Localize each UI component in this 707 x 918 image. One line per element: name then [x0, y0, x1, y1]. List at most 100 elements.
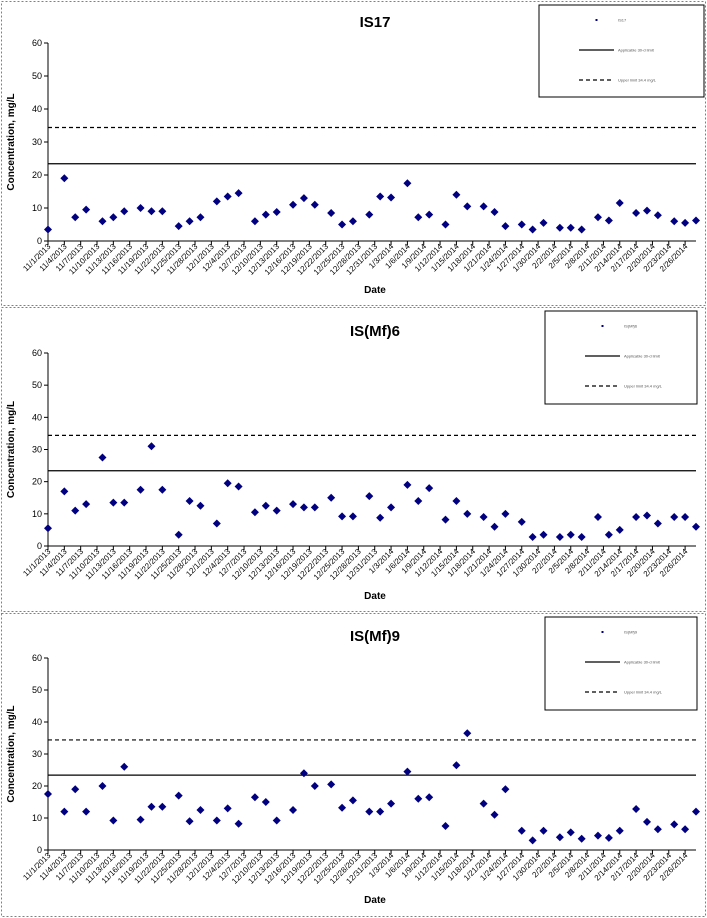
data-point — [387, 503, 396, 512]
data-point — [196, 806, 205, 814]
data-point — [365, 492, 374, 501]
data-point — [490, 810, 499, 819]
x-axis-label: Date — [364, 895, 386, 906]
data-point — [441, 822, 450, 830]
legend-label: Applicable 30-d limit — [624, 354, 661, 359]
chart-title: IS(Mf)6 — [350, 323, 400, 340]
data-point — [670, 217, 679, 226]
data-point — [136, 485, 145, 494]
data-point — [158, 207, 167, 216]
y-tick-label: 30 — [32, 445, 42, 455]
data-point — [234, 482, 243, 491]
data-point — [196, 213, 205, 222]
data-point — [441, 515, 450, 524]
data-point — [98, 782, 107, 790]
data-point — [299, 769, 308, 778]
data-point — [289, 200, 298, 209]
data-point — [376, 192, 385, 201]
data-point — [539, 218, 548, 227]
data-point — [261, 210, 270, 219]
data-point — [642, 511, 651, 520]
data-point — [250, 217, 259, 226]
data-point — [555, 532, 564, 541]
data-point — [60, 807, 69, 816]
data-point — [212, 816, 221, 825]
data-point — [82, 807, 91, 816]
y-tick-label: 0 — [37, 845, 42, 855]
data-point — [593, 513, 602, 522]
data-point — [490, 207, 499, 216]
data-point — [147, 207, 156, 216]
data-point — [234, 819, 243, 828]
data-point — [653, 519, 662, 528]
panel-border — [1, 307, 706, 612]
x-axis-label: Date — [364, 591, 386, 602]
data-point — [403, 179, 412, 188]
data-point — [289, 806, 298, 814]
data-point — [272, 207, 281, 216]
data-point — [670, 820, 679, 829]
data-point — [212, 519, 221, 528]
data-point — [234, 189, 243, 198]
legend: IS(Mf)9 Applicable 30-d limit Upper limit … — [544, 616, 698, 711]
data-point — [670, 513, 679, 522]
chart-title: IS(Mf)9 — [350, 628, 400, 645]
data-point — [604, 216, 613, 225]
y-axis-label: Concentration, mg/L — [6, 705, 17, 802]
data-point — [250, 793, 259, 802]
legend-label: Upper limit 34.4 mg/L — [624, 384, 663, 389]
data-point — [185, 217, 194, 226]
data-point — [44, 790, 52, 798]
data-point — [212, 197, 221, 206]
data-point — [82, 205, 91, 214]
data-point — [414, 496, 423, 505]
data-point — [528, 225, 537, 234]
data-point — [692, 807, 700, 816]
x-axis-label: Date — [364, 285, 386, 296]
data-point — [642, 206, 651, 215]
y-tick-label: 40 — [32, 412, 42, 422]
data-point — [441, 220, 450, 229]
data-point — [289, 500, 298, 509]
y-tick-label: 60 — [32, 38, 42, 48]
data-point — [71, 506, 80, 515]
data-point — [632, 805, 641, 814]
data-point — [463, 729, 472, 738]
data-point — [250, 508, 259, 517]
y-tick-label: 30 — [32, 749, 42, 759]
data-point — [223, 804, 232, 813]
legend-label: Upper limit 34.4 mg/L — [618, 78, 657, 83]
y-axis-label: Concentration, mg/L — [6, 93, 17, 190]
data-point — [365, 210, 374, 219]
data-point — [479, 513, 488, 522]
data-point — [174, 530, 183, 539]
data-point — [299, 503, 308, 512]
data-point — [299, 194, 308, 203]
y-tick-label: 20 — [32, 477, 42, 487]
data-point — [403, 480, 412, 489]
y-tick-label: 20 — [32, 781, 42, 791]
legend: IS17 Applicable 30-d limit Upper limit 34.… — [538, 4, 705, 98]
data-point — [555, 223, 564, 232]
data-point — [692, 216, 700, 225]
data-point — [555, 833, 564, 842]
y-tick-label: 20 — [32, 170, 42, 180]
data-point — [44, 524, 52, 533]
data-point — [196, 501, 205, 510]
data-point — [120, 498, 129, 507]
data-point — [566, 223, 575, 232]
data-point — [348, 796, 357, 805]
data-point — [566, 828, 575, 837]
data-point — [147, 802, 156, 811]
legend-label: Upper limit 34.4 mg/L — [624, 690, 663, 695]
legend-label: IS17 — [618, 18, 627, 23]
data-point — [501, 509, 510, 518]
y-tick-label: 10 — [32, 509, 42, 519]
data-point — [185, 817, 194, 826]
data-point — [479, 799, 488, 808]
y-tick-label: 50 — [32, 380, 42, 390]
